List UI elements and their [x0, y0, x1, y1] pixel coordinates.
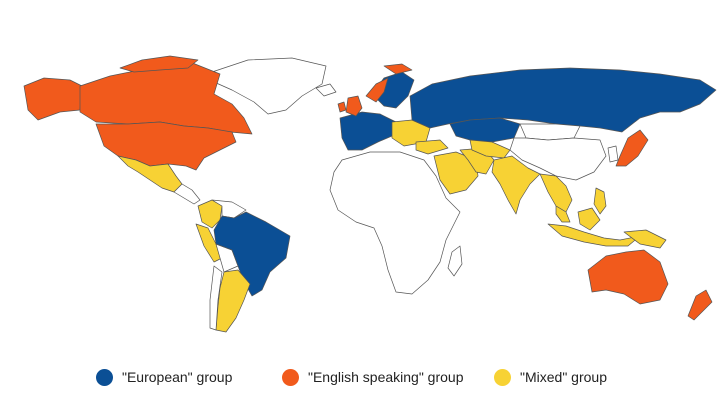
region-korea — [607, 145, 619, 163]
legend-dot-english — [282, 368, 299, 386]
region-new-zealand — [687, 289, 713, 321]
legend-label-english: "English speaking" group — [308, 369, 464, 385]
region-svalbard — [383, 63, 413, 75]
region-africa — [329, 151, 461, 295]
region-turkey — [415, 139, 449, 155]
region-western-europe — [339, 111, 397, 151]
region-iceland — [315, 83, 337, 97]
region-japan — [615, 129, 649, 167]
region-borneo — [577, 207, 601, 231]
legend-dot-mixed — [494, 368, 511, 386]
region-russia — [409, 67, 717, 133]
region-kazakhstan — [449, 117, 521, 143]
region-greenland — [211, 57, 327, 115]
region-australia — [587, 249, 669, 305]
region-mongolia — [519, 123, 581, 141]
region-alaska — [23, 77, 83, 121]
legend-european: "European" group — [96, 364, 232, 390]
region-argentina — [215, 269, 251, 333]
region-india — [491, 155, 541, 215]
region-malaysia — [555, 205, 571, 223]
region-new-guinea — [623, 229, 667, 249]
region-middle-east — [433, 151, 479, 195]
region-madagascar — [447, 245, 463, 277]
region-uk — [345, 95, 363, 117]
region-china — [509, 137, 607, 181]
region-chile — [209, 265, 223, 331]
region-central-america — [173, 183, 201, 205]
region-usa — [95, 121, 237, 171]
region-indochina — [539, 173, 573, 213]
legend-english: "English speaking" group — [282, 364, 463, 390]
world-map — [23, 55, 717, 333]
legend-label-mixed: "Mixed" group — [520, 369, 607, 385]
region-indonesia — [547, 223, 641, 247]
region-norway-sweden — [365, 77, 389, 103]
legend-dot-european — [96, 368, 113, 386]
legend-label-european: "European" group — [122, 369, 233, 385]
region-brazil — [213, 211, 291, 297]
region-canada-islands — [119, 55, 199, 73]
region-philippines — [593, 187, 607, 215]
region-ireland — [337, 101, 347, 113]
legend-mixed: "Mixed" group — [494, 364, 607, 390]
